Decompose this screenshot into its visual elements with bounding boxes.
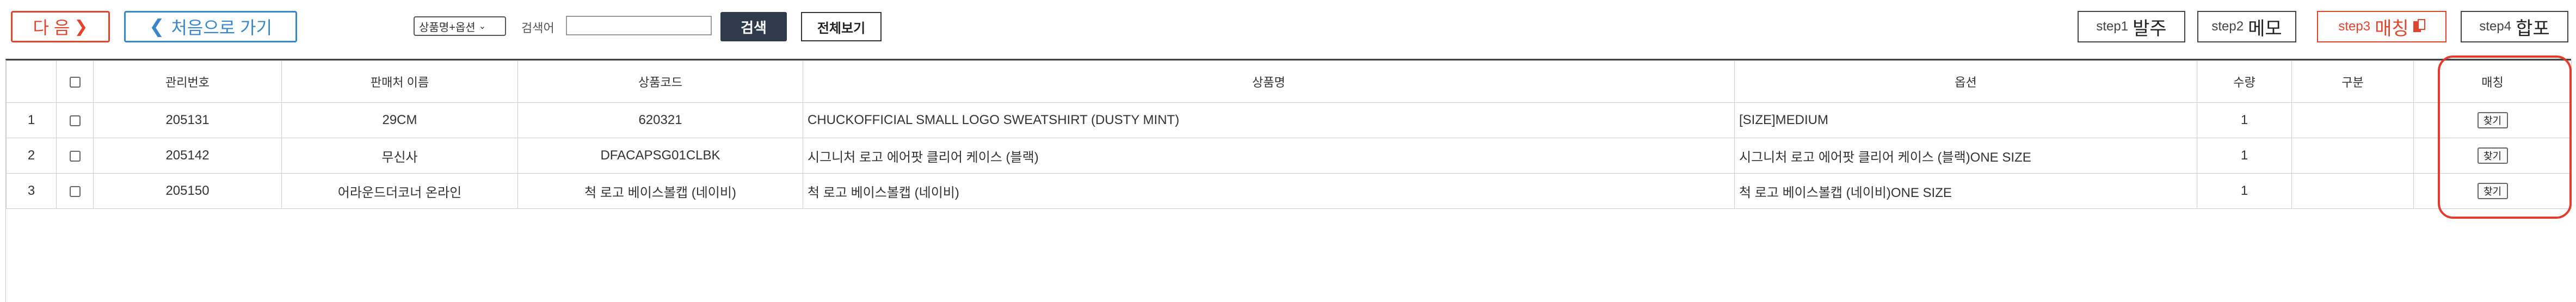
header-option: 옵션 bbox=[1734, 60, 2197, 103]
go-to-first-button[interactable]: ❮ 처음으로 가기 bbox=[124, 11, 297, 42]
row-select-cell bbox=[56, 173, 94, 209]
quantity: 1 bbox=[2197, 138, 2292, 174]
next-button[interactable]: 다 음 ❯ bbox=[11, 11, 110, 42]
product-name: CHUCKOFFICIAL SMALL LOGO SWEATSHIRT (DUS… bbox=[803, 102, 1735, 138]
header-product-name: 상품명 bbox=[803, 60, 1735, 103]
step1-order-button[interactable]: step1 발주 bbox=[2078, 11, 2185, 42]
step4-merge-button[interactable]: step4 합포 bbox=[2461, 11, 2568, 42]
step-number: step3 bbox=[2338, 19, 2371, 34]
step-title: 합포 bbox=[2516, 18, 2550, 39]
chevron-left-icon: ❮ bbox=[149, 16, 165, 37]
header-management-number: 관리번호 bbox=[93, 60, 282, 103]
search-field-select[interactable]: 상품명+옵션 ⌄ bbox=[414, 16, 506, 36]
go-to-first-label: 처음으로 가기 bbox=[171, 18, 273, 38]
step3-matching-button[interactable]: step3 매칭 bbox=[2317, 11, 2446, 42]
matching-cell: 찾기 bbox=[2413, 138, 2572, 174]
management-number: 205131 bbox=[93, 102, 282, 138]
header-select-all bbox=[56, 60, 94, 103]
view-all-button[interactable]: 전체보기 bbox=[801, 12, 882, 41]
product-name: 척 로고 베이스볼캡 (네이비) bbox=[803, 173, 1735, 209]
quantity: 1 bbox=[2197, 173, 2292, 209]
search-input[interactable] bbox=[566, 16, 712, 35]
quantity: 1 bbox=[2197, 102, 2292, 138]
row-checkbox[interactable] bbox=[69, 186, 81, 197]
select-all-checkbox[interactable] bbox=[69, 77, 81, 88]
matching-cell: 찾기 bbox=[2413, 102, 2572, 138]
chevron-right-icon: ❯ bbox=[74, 17, 88, 36]
type bbox=[2291, 102, 2414, 138]
step-number: step2 bbox=[2211, 19, 2244, 34]
seller-name: 무신사 bbox=[281, 138, 518, 174]
product-name: 시그니처 로고 에어팟 클리어 케이스 (블랙) bbox=[803, 138, 1735, 174]
order-table: 관리번호 판매처 이름 상품코드 상품명 옵션 수량 구분 매칭 1 20513… bbox=[6, 60, 2572, 209]
product-code: 620321 bbox=[517, 102, 803, 138]
step-number: step4 bbox=[2479, 19, 2512, 34]
table-row: 1 205131 29CM 620321 CHUCKOFFICIAL SMALL… bbox=[6, 102, 2572, 138]
row-number: 2 bbox=[6, 138, 57, 174]
row-number: 1 bbox=[6, 102, 57, 138]
search-button[interactable]: 검색 bbox=[720, 12, 787, 41]
search-field-select-value: 상품명+옵션 bbox=[419, 21, 476, 34]
find-button[interactable]: 찾기 bbox=[2477, 112, 2508, 128]
step2-memo-button[interactable]: step2 메모 bbox=[2197, 11, 2296, 42]
row-number: 3 bbox=[6, 173, 57, 209]
chevron-down-icon: ⌄ bbox=[478, 22, 486, 31]
option: 척 로고 베이스볼캡 (네이비)ONE SIZE bbox=[1734, 173, 2197, 209]
option: 시그니처 로고 에어팟 클리어 케이스 (블랙)ONE SIZE bbox=[1734, 138, 2197, 174]
header-matching: 매칭 bbox=[2413, 60, 2572, 103]
type bbox=[2291, 138, 2414, 174]
management-number: 205142 bbox=[93, 138, 282, 174]
step-title: 매칭 bbox=[2375, 18, 2409, 39]
toolbar: 다 음 ❯ ❮ 처음으로 가기 상품명+옵션 ⌄ 검색어 검색 전체보기 ste… bbox=[0, 0, 2576, 54]
documents-icon bbox=[2413, 19, 2425, 34]
table-row: 3 205150 어라운드더코너 온라인 척 로고 베이스볼캡 (네이비) 척 … bbox=[6, 173, 2572, 209]
order-grid: 관리번호 판매처 이름 상품코드 상품명 옵션 수량 구분 매칭 1 20513… bbox=[5, 59, 2572, 302]
row-checkbox[interactable] bbox=[69, 115, 81, 126]
step-title: 발주 bbox=[2133, 18, 2167, 39]
row-select-cell bbox=[56, 102, 94, 138]
header-product-code: 상품코드 bbox=[517, 60, 803, 103]
header-seller-name: 판매처 이름 bbox=[281, 60, 518, 103]
seller-name: 어라운드더코너 온라인 bbox=[281, 173, 518, 209]
header-row-number bbox=[6, 60, 57, 103]
step-number: step1 bbox=[2096, 19, 2129, 34]
matching-cell: 찾기 bbox=[2413, 173, 2572, 209]
table-header-row: 관리번호 판매처 이름 상품코드 상품명 옵션 수량 구분 매칭 bbox=[6, 60, 2572, 103]
next-label: 다 음 bbox=[33, 18, 70, 38]
header-quantity: 수량 bbox=[2197, 60, 2292, 103]
seller-name: 29CM bbox=[281, 102, 518, 138]
row-checkbox[interactable] bbox=[69, 150, 81, 162]
management-number: 205150 bbox=[93, 173, 282, 209]
find-button[interactable]: 찾기 bbox=[2477, 147, 2508, 164]
step-title: 메모 bbox=[2248, 18, 2282, 39]
table-row: 2 205142 무신사 DFACAPSG01CLBK 시그니처 로고 에어팟 … bbox=[6, 138, 2572, 174]
product-code: DFACAPSG01CLBK bbox=[517, 138, 803, 174]
row-select-cell bbox=[56, 138, 94, 174]
product-code: 척 로고 베이스볼캡 (네이비) bbox=[517, 173, 803, 209]
option: [SIZE]MEDIUM bbox=[1734, 102, 2197, 138]
search-label: 검색어 bbox=[521, 21, 554, 35]
find-button[interactable]: 찾기 bbox=[2477, 183, 2508, 199]
header-type: 구분 bbox=[2291, 60, 2414, 103]
type bbox=[2291, 173, 2414, 209]
